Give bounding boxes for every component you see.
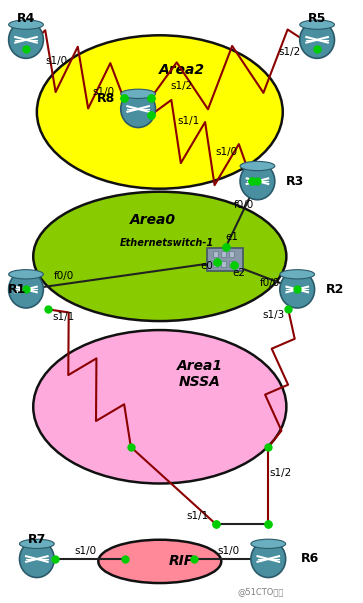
Text: Area2: Area2 <box>159 63 204 77</box>
Text: R2: R2 <box>326 283 344 296</box>
Text: R5: R5 <box>308 12 326 25</box>
Text: RIP: RIP <box>168 554 195 569</box>
Ellipse shape <box>9 271 43 308</box>
Text: R7: R7 <box>28 532 46 546</box>
FancyBboxPatch shape <box>221 251 227 257</box>
Text: s1/0: s1/0 <box>216 147 238 157</box>
Text: @51CTO博客: @51CTO博客 <box>238 587 284 596</box>
Ellipse shape <box>20 539 54 549</box>
Ellipse shape <box>300 21 334 58</box>
Text: R6: R6 <box>301 552 319 566</box>
Text: f0/0: f0/0 <box>54 271 74 281</box>
Text: f0/0: f0/0 <box>233 200 254 210</box>
Ellipse shape <box>251 540 286 578</box>
Text: R1: R1 <box>8 283 26 296</box>
Text: s1/3: s1/3 <box>262 310 285 320</box>
Text: s1/0: s1/0 <box>46 56 68 66</box>
FancyBboxPatch shape <box>221 260 227 267</box>
Ellipse shape <box>280 270 315 279</box>
Text: e0: e0 <box>200 261 213 271</box>
Ellipse shape <box>300 20 334 30</box>
Text: Ethernetswitch-1: Ethernetswitch-1 <box>120 238 214 248</box>
Text: s1/1: s1/1 <box>187 511 209 521</box>
Ellipse shape <box>33 192 286 321</box>
Text: R3: R3 <box>286 175 305 188</box>
Ellipse shape <box>240 162 275 171</box>
Text: s1/0: s1/0 <box>217 546 240 556</box>
Text: e1: e1 <box>226 232 238 242</box>
Text: e2: e2 <box>233 268 246 277</box>
FancyBboxPatch shape <box>229 260 234 267</box>
Ellipse shape <box>280 271 315 308</box>
Ellipse shape <box>240 163 275 200</box>
Text: R4: R4 <box>17 12 35 25</box>
Text: s1/0: s1/0 <box>75 546 97 556</box>
Ellipse shape <box>121 90 155 127</box>
Ellipse shape <box>9 270 43 279</box>
FancyBboxPatch shape <box>229 251 234 257</box>
Text: Area1
NSSA: Area1 NSSA <box>176 359 223 389</box>
Ellipse shape <box>9 20 43 30</box>
FancyBboxPatch shape <box>213 251 219 257</box>
Ellipse shape <box>251 539 286 549</box>
Text: s1/1: s1/1 <box>178 116 200 126</box>
Ellipse shape <box>9 21 43 58</box>
Ellipse shape <box>33 330 286 484</box>
FancyBboxPatch shape <box>213 260 219 267</box>
Text: f0/0: f0/0 <box>260 279 280 288</box>
Text: s1/0: s1/0 <box>93 87 115 97</box>
Text: Area0: Area0 <box>130 213 176 227</box>
Text: s1/2: s1/2 <box>270 468 292 478</box>
Text: R8: R8 <box>97 92 115 105</box>
Ellipse shape <box>20 540 54 578</box>
Text: s1/2: s1/2 <box>279 47 301 57</box>
Ellipse shape <box>121 89 155 98</box>
Text: s1/2: s1/2 <box>170 81 193 91</box>
Ellipse shape <box>98 540 221 583</box>
Ellipse shape <box>37 36 283 189</box>
FancyBboxPatch shape <box>207 248 243 271</box>
Text: s1/1: s1/1 <box>53 312 75 321</box>
